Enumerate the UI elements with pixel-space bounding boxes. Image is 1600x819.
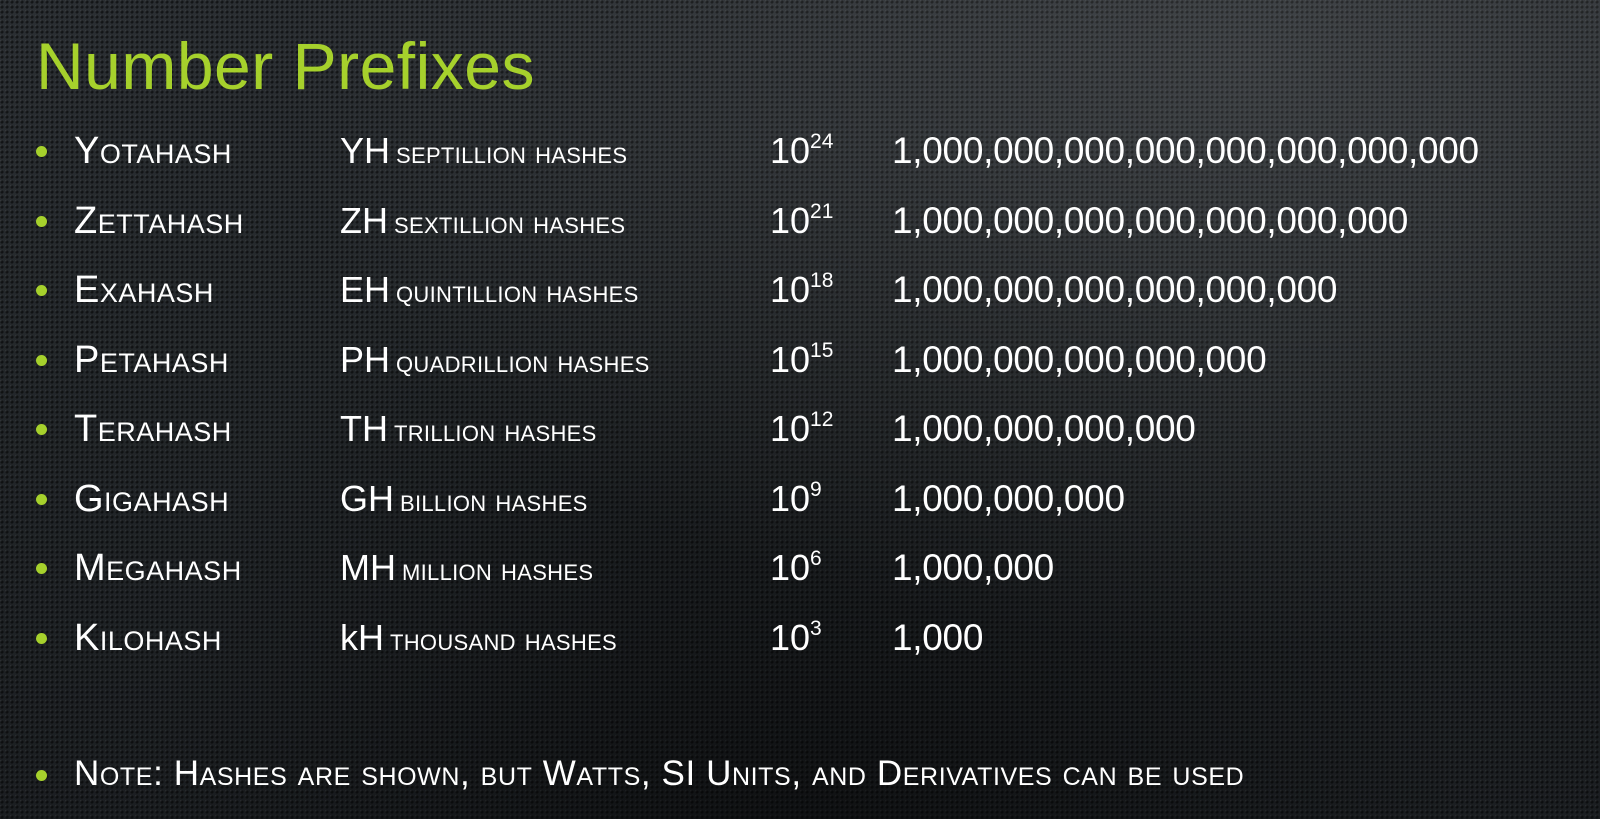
bullet-icon (36, 354, 47, 366)
bullet-icon (36, 424, 47, 435)
power-base: 10 (770, 338, 811, 380)
prefix-words: million hashes (402, 552, 594, 587)
prefix-words: sextillion hashes (394, 204, 626, 240)
list-item: Exahash EH quintillion hashes 1018 1,000,… (0, 257, 1600, 327)
full-number: 1,000,000,000,000,000,000,000 (892, 199, 1408, 241)
prefix-name: Megahash (74, 547, 242, 589)
full-number: 1,000,000,000,000,000 (892, 338, 1267, 380)
list-item: Kilohash kH thousand hashes 103 1,000 (0, 605, 1600, 675)
power-exponent: 24 (810, 130, 834, 153)
bullet-icon (36, 770, 47, 781)
bullet-icon (36, 285, 47, 296)
prefix-symbol: YH (340, 130, 391, 171)
list-item: Terahash TH trillion hashes 1012 1,000,00… (0, 396, 1600, 466)
prefix-symbol-cell: YH septillion hashes (340, 128, 627, 176)
power-exponent: 3 (810, 616, 822, 640)
power-exponent: 6 (810, 547, 822, 570)
list-item: Megahash MH million hashes 106 1,000,000 (0, 535, 1600, 605)
full-number: 1,000,000,000,000 (892, 408, 1196, 449)
prefix-symbol-cell: GH billion hashes (340, 476, 588, 524)
power-exponent: 12 (810, 408, 834, 431)
prefix-name: Zettahash (74, 199, 244, 242)
bullet-icon (36, 632, 47, 644)
power-base: 10 (770, 130, 811, 171)
prefix-symbol-cell: ZH sextillion hashes (340, 198, 625, 246)
prefix-list: Yotahash YH septillion hashes 1024 1,000,… (0, 118, 1600, 674)
power-of-ten: 1018 (770, 267, 833, 313)
power-base: 10 (770, 547, 811, 588)
list-item: Petahash PH quadrillion hashes 1015 1,000… (0, 327, 1600, 397)
power-base: 10 (770, 616, 811, 658)
prefix-symbol: ZH (340, 199, 388, 241)
prefix-symbol-cell: MH million hashes (340, 545, 593, 593)
prefix-symbol-cell: TH trillion hashes (340, 406, 597, 454)
prefix-symbol: PH (340, 338, 391, 380)
prefix-words: trillion hashes (394, 413, 597, 448)
prefix-symbol: MH (340, 547, 396, 588)
prefix-symbol: EH (340, 269, 391, 310)
bullet-icon (36, 563, 47, 574)
full-number: 1,000 (892, 616, 984, 658)
bullet-icon (36, 493, 47, 505)
prefix-words: quadrillion hashes (396, 343, 650, 379)
note-item: Note: Hashes are shown, but Watts, SI Un… (0, 752, 1600, 802)
list-item: Gigahash GH billion hashes 109 1,000,000,… (0, 466, 1600, 536)
prefix-name: Petahash (74, 338, 229, 381)
note-text: Note: Hashes are shown, but Watts, SI Un… (74, 754, 1245, 793)
slide-title: Number Prefixes (36, 29, 535, 103)
prefix-symbol-cell: EH quintillion hashes (340, 267, 639, 315)
bullet-icon (36, 146, 47, 157)
prefix-name: Yotahash (74, 130, 232, 172)
prefix-words: thousand hashes (390, 621, 618, 657)
power-of-ten: 1024 (770, 128, 833, 174)
prefix-name: Gigahash (74, 477, 230, 520)
power-base: 10 (770, 269, 811, 310)
bullet-icon (36, 215, 47, 227)
prefix-symbol: kH (340, 616, 384, 658)
prefix-name: Exahash (74, 269, 214, 311)
prefix-name: Kilohash (74, 616, 222, 659)
full-number: 1,000,000,000 (892, 477, 1125, 519)
power-exponent: 21 (810, 199, 834, 223)
prefix-words: septillion hashes (396, 135, 628, 170)
power-of-ten: 1012 (770, 406, 833, 452)
prefix-symbol: TH (340, 408, 388, 449)
list-item: Zettahash ZH sextillion hashes 1021 1,000… (0, 188, 1600, 258)
power-base: 10 (770, 199, 811, 241)
power-exponent: 9 (810, 477, 822, 501)
power-of-ten: 106 (770, 545, 822, 591)
full-number: 1,000,000 (892, 547, 1054, 588)
full-number: 1,000,000,000,000,000,000,000,000 (892, 130, 1479, 171)
power-of-ten: 1021 (770, 198, 833, 244)
prefix-words: quintillion hashes (396, 274, 639, 309)
power-exponent: 15 (810, 338, 834, 362)
power-exponent: 18 (810, 269, 834, 292)
prefix-name: Terahash (74, 408, 232, 450)
power-of-ten: 1015 (770, 337, 833, 383)
power-base: 10 (770, 408, 811, 449)
prefix-symbol: GH (340, 477, 394, 519)
prefix-symbol-cell: kH thousand hashes (340, 615, 617, 663)
prefix-symbol-cell: PH quadrillion hashes (340, 337, 650, 385)
full-number: 1,000,000,000,000,000,000 (892, 269, 1338, 310)
power-base: 10 (770, 477, 811, 519)
power-of-ten: 103 (770, 615, 822, 661)
list-item: Yotahash YH septillion hashes 1024 1,000,… (0, 118, 1600, 188)
prefix-words: billion hashes (400, 482, 588, 518)
power-of-ten: 109 (770, 476, 822, 522)
